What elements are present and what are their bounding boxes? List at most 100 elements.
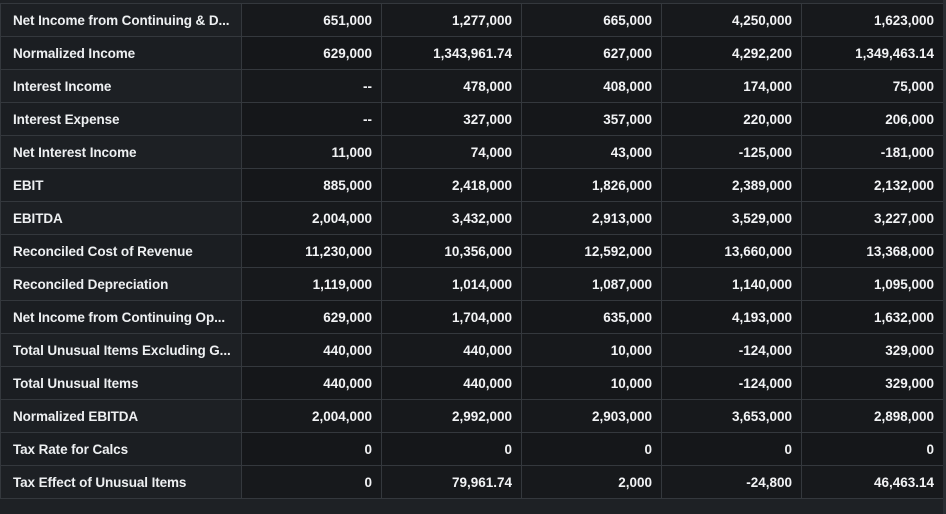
table-cell-value: 0 [241,432,382,466]
table-cell-value: 2,004,000 [241,201,382,235]
row-label: Normalized EBITDA [0,399,242,433]
table-cell-value: 10,000 [521,366,662,400]
table-row[interactable]: Normalized Income 629,000 1,343,961.74 627,… [0,36,944,70]
table-cell-value: 440,000 [241,366,382,400]
vertical-scrollbar[interactable] [943,0,946,514]
row-label: Interest Income [0,69,242,103]
table-cell-value: 11,230,000 [241,234,382,268]
table-cell-value: 43,000 [521,135,662,169]
row-label: Total Unusual Items [0,366,242,400]
table-cell-value: -124,000 [661,366,802,400]
table-cell-value: 1,826,000 [521,168,662,202]
table-row[interactable]: Net Interest Income 11,000 74,000 43,000 -12… [0,135,944,169]
table-cell-value: 1,087,000 [521,267,662,301]
table-row[interactable]: EBIT 885,000 2,418,000 1,826,000 2,389,000 2,… [0,168,944,202]
financials-table: Net Income from Continuing & D... 651,000… [0,3,944,499]
table-cell-value: 4,292,200 [661,36,802,70]
table-row[interactable]: Net Income from Continuing Op... 629,000 1… [0,300,944,334]
table-cell-value: 1,623,000 [801,3,944,37]
row-label: Total Unusual Items Excluding G... [0,333,242,367]
table-cell-value: 2,898,000 [801,399,944,433]
table-cell-value: 440,000 [381,333,522,367]
table-row[interactable]: Reconciled Depreciation 1,119,000 1,014,00… [0,267,944,301]
table-cell-value: 1,014,000 [381,267,522,301]
table-row[interactable]: Total Unusual Items 440,000 440,000 10,000-… [0,366,944,400]
table-cell-value: 1,343,961.74 [381,36,522,70]
table-row[interactable]: Interest Income -- 478,000 408,000 174,000 75… [0,69,944,103]
table-cell-value: 1,704,000 [381,300,522,334]
table-row[interactable]: Tax Rate for Calcs 0 0 0 0 0 [0,432,944,466]
table-cell-value: 1,349,463.14 [801,36,944,70]
table-cell-value: 2,389,000 [661,168,802,202]
table-cell-value: 46,463.14 [801,465,944,499]
row-label: Tax Effect of Unusual Items [0,465,242,499]
table-cell-value: 0 [801,432,944,466]
table-cell-value: 1,095,000 [801,267,944,301]
table-row[interactable]: Total Unusual Items Excluding G... 440,00… [0,333,944,367]
row-label: Net Income from Continuing Op... [0,300,242,334]
table-cell-value: 1,140,000 [661,267,802,301]
table-cell-value: 357,000 [521,102,662,136]
table-row[interactable]: Normalized EBITDA 2,004,000 2,992,000 2,903… [0,399,944,433]
table-cell-value: 4,193,000 [661,300,802,334]
table-cell-value: 2,992,000 [381,399,522,433]
row-label: Interest Expense [0,102,242,136]
table-cell-value: 408,000 [521,69,662,103]
table-cell-value: -125,000 [661,135,802,169]
table-cell-value: 629,000 [241,36,382,70]
table-cell-value: 0 [521,432,662,466]
table-cell-value: 478,000 [381,69,522,103]
table-cell-value: 2,903,000 [521,399,662,433]
table-row[interactable]: Tax Effect of Unusual Items 0 79,961.74 2,0… [0,465,944,499]
table-cell-value: 75,000 [801,69,944,103]
row-label: Net Interest Income [0,135,242,169]
table-cell-value: 11,000 [241,135,382,169]
table-cell-value: 665,000 [521,3,662,37]
row-label: Tax Rate for Calcs [0,432,242,466]
table-cell-value: 4,250,000 [661,3,802,37]
row-label: EBIT [0,168,242,202]
table-cell-value: 0 [241,465,382,499]
table-cell-value: 0 [381,432,522,466]
table-cell-value: 1,277,000 [381,3,522,37]
table-cell-value: -- [241,69,382,103]
table-cell-value: 651,000 [241,3,382,37]
table-cell-value: 2,000 [521,465,662,499]
table-cell-value: 2,913,000 [521,201,662,235]
table-cell-value: 2,418,000 [381,168,522,202]
table-cell-value: 1,119,000 [241,267,382,301]
table-cell-value: 327,000 [381,102,522,136]
table-cell-value: 629,000 [241,300,382,334]
row-label: Normalized Income [0,36,242,70]
table-cell-value: -181,000 [801,135,944,169]
table-cell-value: 220,000 [661,102,802,136]
table-cell-value: 79,961.74 [381,465,522,499]
table-cell-value: 627,000 [521,36,662,70]
table-row[interactable]: Reconciled Cost of Revenue 11,230,000 10,3… [0,234,944,268]
table-cell-value: -124,000 [661,333,802,367]
table-cell-value: -- [241,102,382,136]
row-label: Reconciled Cost of Revenue [0,234,242,268]
table-cell-value: -24,800 [661,465,802,499]
table-cell-value: 440,000 [381,366,522,400]
table-cell-value: 10,000 [521,333,662,367]
financials-table-body: Net Income from Continuing & D... 651,000… [0,3,944,499]
table-cell-value: 440,000 [241,333,382,367]
table-cell-value: 329,000 [801,333,944,367]
table-cell-value: 2,132,000 [801,168,944,202]
table-cell-value: 12,592,000 [521,234,662,268]
table-cell-value: 635,000 [521,300,662,334]
table-cell-value: 3,653,000 [661,399,802,433]
table-row[interactable]: EBITDA 2,004,000 3,432,000 2,913,000 3,529,0… [0,201,944,235]
table-cell-value: 2,004,000 [241,399,382,433]
table-cell-value: 1,632,000 [801,300,944,334]
row-label: Net Income from Continuing & D... [0,3,242,37]
table-row[interactable]: Interest Expense -- 327,000 357,000 220,000 2… [0,102,944,136]
table-cell-value: 174,000 [661,69,802,103]
table-cell-value: 13,660,000 [661,234,802,268]
row-label: EBITDA [0,201,242,235]
table-cell-value: 3,432,000 [381,201,522,235]
table-row[interactable]: Net Income from Continuing & D... 651,000… [0,3,944,37]
table-cell-value: 13,368,000 [801,234,944,268]
table-cell-value: 329,000 [801,366,944,400]
